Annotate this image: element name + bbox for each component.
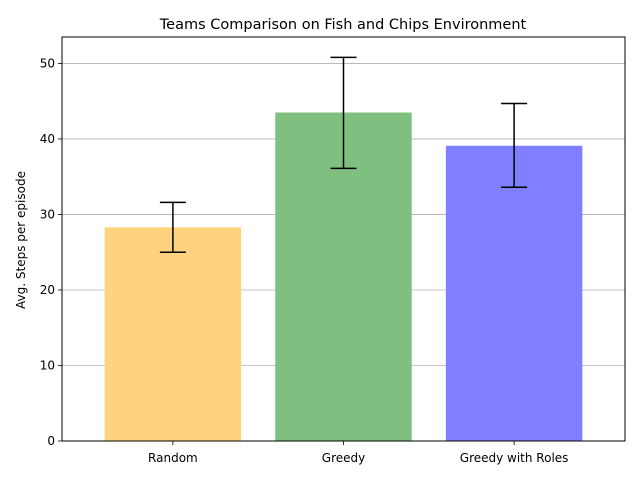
y-axis-ticks: 0 10 20 30 40 50	[40, 56, 62, 448]
x-axis-ticks: Random Greedy Greedy with Roles	[148, 441, 568, 465]
x-tick-label: Random	[148, 451, 198, 465]
y-tick-label: 20	[40, 283, 55, 297]
x-tick-label: Greedy with Roles	[460, 451, 569, 465]
y-tick-label: 30	[40, 207, 55, 221]
bar-random	[104, 227, 242, 441]
y-tick-label: 40	[40, 132, 55, 146]
chart-title: Teams Comparison on Fish and Chips Envir…	[159, 17, 527, 33]
x-tick-label: Greedy	[322, 451, 365, 465]
plot-frame	[61, 36, 626, 442]
y-tick-label: 50	[40, 56, 55, 70]
bar-greedy-with-roles	[445, 145, 583, 442]
y-axis-label: Avg. Steps per episode	[14, 171, 28, 309]
bars	[104, 112, 583, 442]
y-tick-label: 0	[47, 434, 55, 448]
y-tick-label: 10	[40, 358, 55, 372]
error-bars	[159, 56, 528, 253]
